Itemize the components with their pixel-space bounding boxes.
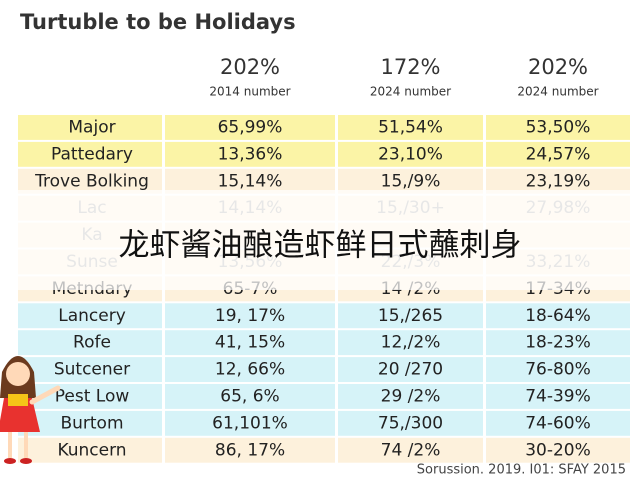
cell: 53,50% (526, 117, 591, 137)
row-background (18, 141, 630, 167)
column-label: 2024 number (517, 85, 598, 99)
cell: 74 /2% (381, 440, 441, 460)
cell: 12,/2% (381, 333, 441, 353)
cell: 12, 66% (215, 360, 285, 380)
column-gap (335, 114, 338, 141)
column-gap (483, 329, 486, 357)
column-gap (335, 383, 338, 410)
column-label: 2024 number (370, 85, 451, 99)
cell: 23,10% (378, 144, 443, 164)
row-label: Lancery (58, 306, 126, 326)
cell: 86, 17% (215, 440, 285, 460)
label-gap (162, 436, 165, 464)
row-label: Pest Low (55, 386, 130, 406)
row-label: Major (68, 117, 115, 137)
column-gap (335, 302, 338, 330)
column-gap (335, 329, 338, 357)
label-gap (162, 329, 165, 357)
row-background (18, 384, 630, 409)
row-label: Rofe (73, 333, 111, 353)
cell: 20 /270 (378, 360, 443, 380)
source: Sorussion. 2019. I01: SFAY 2015 (417, 463, 626, 478)
column-gap (483, 409, 486, 437)
cell: 74-60% (525, 413, 591, 433)
row-background (18, 330, 630, 356)
title: Turtuble to be Holidays (20, 10, 296, 34)
row-label: Kuncern (57, 440, 126, 460)
column-gap (483, 356, 486, 383)
cell: 41, 15% (215, 333, 285, 353)
label-gap (162, 167, 165, 195)
label-gap (162, 383, 165, 410)
girl-illustration (0, 356, 61, 464)
cell: 18-23% (525, 333, 591, 353)
column-gap (335, 356, 338, 383)
cell: 29 /2% (381, 386, 441, 406)
column-gap (483, 302, 486, 330)
column-value: 172% (380, 55, 440, 79)
cell: 15,14% (218, 171, 283, 191)
row-background (18, 410, 630, 436)
cell: 51,54% (378, 117, 443, 137)
column-gap (483, 140, 486, 168)
cell: 19, 17% (215, 306, 285, 326)
column-gap (483, 383, 486, 410)
cell: 15,/9% (381, 171, 441, 191)
cell: 23,19% (526, 171, 591, 191)
column-gap (483, 436, 486, 464)
cell: 24,57% (526, 144, 591, 164)
cell: 61,101% (212, 413, 288, 433)
row-background (18, 357, 630, 382)
column-value: 202% (220, 55, 280, 79)
column-value: 202% (528, 55, 588, 79)
row-background (18, 115, 630, 140)
row-label: Trove Bolking (34, 171, 149, 191)
row-background (18, 168, 630, 194)
overlay-band (0, 190, 640, 290)
label-gap (162, 114, 165, 141)
column-gap (335, 409, 338, 437)
cell: 18-64% (525, 306, 591, 326)
row-label: Pattedary (51, 144, 133, 164)
cell: 76-80% (525, 360, 591, 380)
label-gap (162, 356, 165, 383)
row-background (18, 303, 630, 329)
column-gap (335, 167, 338, 195)
column-gap (335, 140, 338, 168)
cell: 13,36% (218, 144, 283, 164)
column-gap (483, 114, 486, 141)
row-label: Burtom (60, 413, 123, 433)
label-gap (162, 140, 165, 168)
cell: 74-39% (525, 386, 591, 406)
cell: 15,/265 (378, 306, 443, 326)
column-gap (483, 167, 486, 195)
cell: 75,/300 (378, 413, 443, 433)
cell: 65, 6% (220, 386, 279, 406)
column-gap (335, 436, 338, 464)
label-gap (162, 302, 165, 330)
overlay-text: 龙虾酱油酿造虾鲜日式蘸刺身 (119, 228, 522, 264)
column-label: 2014 number (209, 85, 290, 99)
label-gap (162, 409, 165, 437)
row-label: Sutcener (54, 360, 130, 380)
cell: 30-20% (525, 440, 591, 460)
row-background (18, 437, 630, 463)
cell: 65,99% (218, 117, 283, 137)
